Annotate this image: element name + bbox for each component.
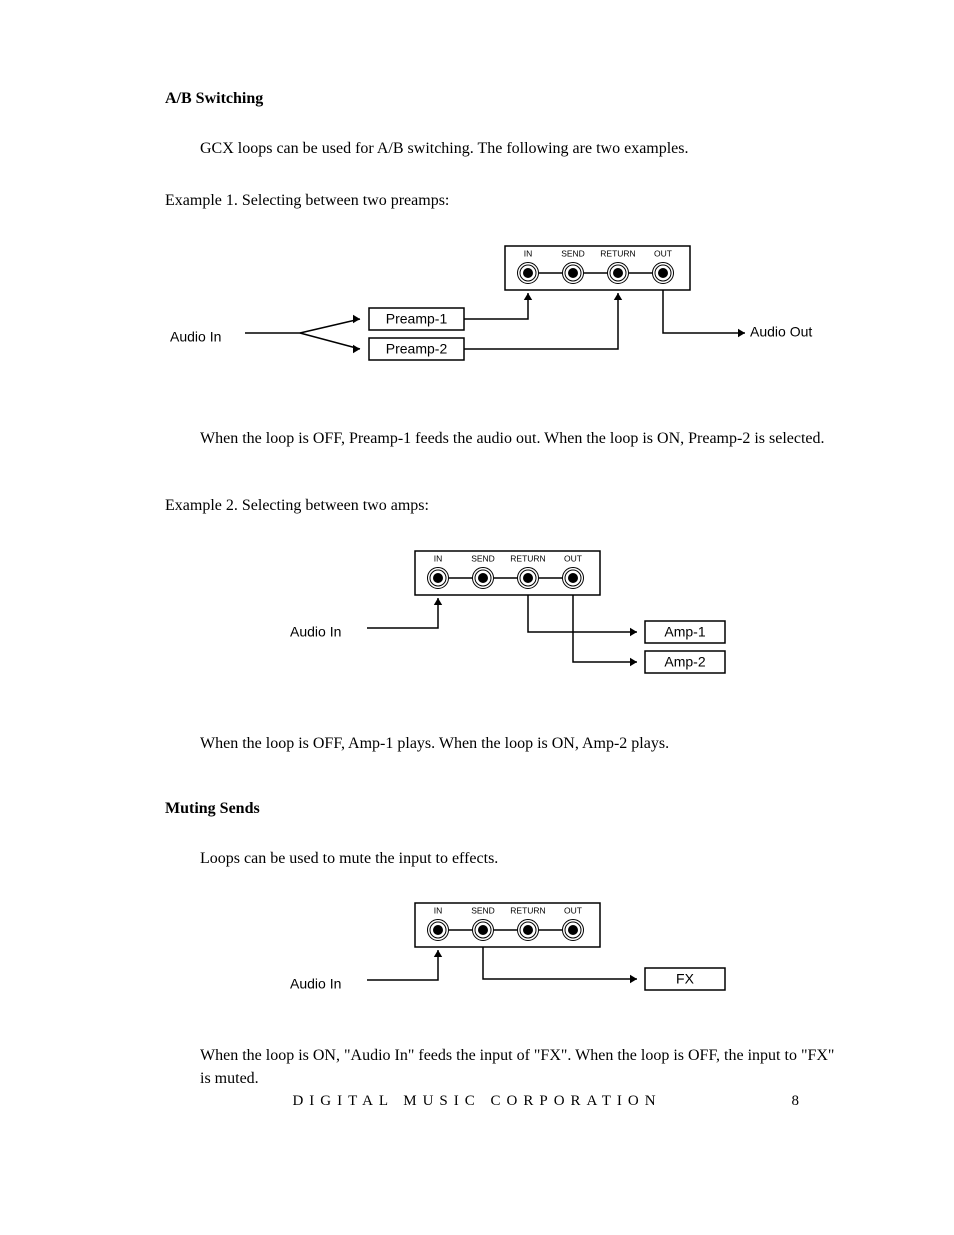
svg-text:Amp-2: Amp-2 [664, 653, 705, 669]
svg-text:OUT: OUT [564, 553, 582, 563]
example2-desc: When the loop is OFF, Amp-1 plays. When … [200, 733, 844, 755]
footer-company: DIGITAL MUSIC CORPORATION [0, 1093, 954, 1110]
example1-label: Example 1. Selecting between two preamps… [165, 190, 844, 212]
svg-text:SEND: SEND [561, 248, 585, 258]
example2-label: Example 2. Selecting between two amps: [165, 495, 844, 517]
svg-text:Preamp-1: Preamp-1 [386, 310, 448, 326]
svg-text:IN: IN [524, 248, 533, 258]
svg-text:RETURN: RETURN [600, 248, 635, 258]
svg-text:FX: FX [676, 971, 695, 987]
example1-desc: When the loop is OFF, Preamp-1 feeds the… [200, 428, 844, 450]
svg-text:OUT: OUT [564, 906, 582, 916]
svg-text:IN: IN [434, 553, 443, 563]
diagram-ex1: IN SEND RETURN OUT Audio In Preamp-1 Preamp-2 A… [165, 243, 844, 398]
svg-text:Preamp-2: Preamp-2 [386, 340, 448, 356]
svg-text:Amp-1: Amp-1 [664, 623, 705, 639]
diagram-muting: IN SEND RETURN OUT Audio In FX [285, 900, 844, 1015]
svg-text:Audio Out: Audio Out [750, 323, 812, 339]
svg-text:RETURN: RETURN [510, 906, 545, 916]
svg-text:Audio In: Audio In [170, 328, 221, 344]
heading-ab-switching: A/B Switching [165, 90, 844, 108]
svg-text:IN: IN [434, 906, 443, 916]
muting-desc: When the loop is ON, "Audio In" feeds th… [200, 1045, 844, 1090]
svg-text:SEND: SEND [471, 906, 495, 916]
svg-text:Audio In: Audio In [290, 976, 341, 992]
svg-text:SEND: SEND [471, 553, 495, 563]
svg-text:OUT: OUT [654, 248, 672, 258]
svg-text:RETURN: RETURN [510, 553, 545, 563]
heading-muting: Muting Sends [165, 800, 844, 818]
svg-text:Audio In: Audio In [290, 623, 341, 639]
footer-pagenum: 8 [792, 1093, 800, 1110]
muting-intro: Loops can be used to mute the input to e… [200, 848, 844, 870]
paragraph-intro: GCX loops can be used for A/B switching.… [200, 138, 844, 160]
diagram-ex2: IN SEND RETURN OUT Audio In Amp-1 Amp-2 [285, 548, 844, 703]
